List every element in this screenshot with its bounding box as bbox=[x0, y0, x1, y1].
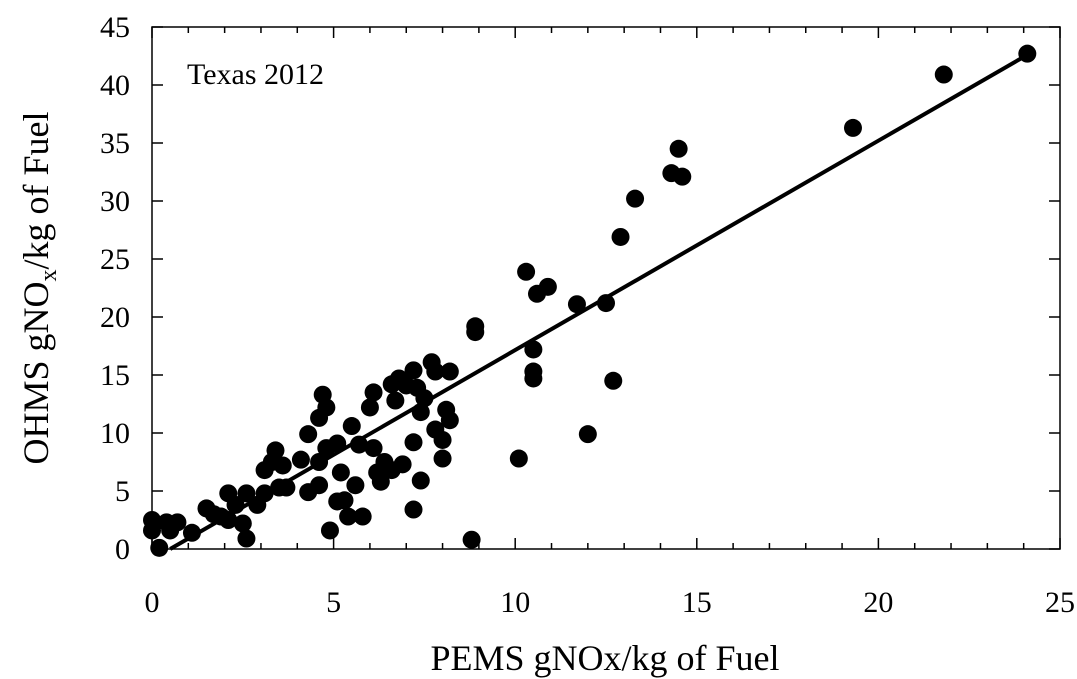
point bbox=[404, 361, 423, 380]
x-tick-label: 20 bbox=[863, 586, 893, 619]
point bbox=[168, 513, 187, 532]
plot-frame bbox=[151, 26, 1061, 550]
point bbox=[310, 476, 329, 495]
point bbox=[509, 449, 528, 468]
fit-line bbox=[169, 53, 1029, 551]
x-tick-label: 5 bbox=[326, 586, 341, 619]
point bbox=[462, 530, 481, 549]
y-axis-label: OHMS gNOx/kg of Fuel bbox=[16, 111, 62, 464]
point bbox=[360, 398, 379, 417]
point bbox=[669, 139, 688, 158]
y-tick-label: 10 bbox=[100, 417, 130, 450]
x-tick-label: 10 bbox=[500, 586, 530, 619]
point bbox=[219, 511, 238, 529]
x-tick-label: 15 bbox=[682, 586, 712, 619]
y-tick-label: 45 bbox=[100, 11, 130, 44]
point bbox=[150, 538, 169, 557]
point bbox=[273, 456, 292, 475]
point bbox=[237, 484, 256, 503]
point bbox=[364, 439, 383, 458]
point bbox=[393, 455, 412, 474]
point bbox=[673, 167, 692, 186]
x-tick-label: 0 bbox=[145, 586, 160, 619]
point bbox=[524, 340, 543, 359]
point bbox=[466, 317, 485, 336]
point bbox=[843, 118, 862, 137]
point bbox=[415, 389, 434, 408]
y-label-subscript: x bbox=[36, 269, 62, 281]
point bbox=[266, 441, 285, 460]
point bbox=[404, 500, 423, 519]
point bbox=[386, 391, 405, 410]
point bbox=[578, 425, 597, 444]
point bbox=[237, 529, 256, 548]
y-tick-label: 20 bbox=[100, 301, 130, 334]
y-tick-label: 0 bbox=[115, 533, 130, 566]
point bbox=[524, 362, 543, 381]
point bbox=[331, 463, 350, 482]
y-tick-label: 40 bbox=[100, 69, 130, 102]
y-label-part: /kg of Fuel bbox=[16, 111, 56, 269]
point bbox=[517, 262, 536, 281]
point bbox=[567, 295, 586, 314]
point bbox=[626, 189, 645, 208]
x-axis-label: PEMS gNOx/kg of Fuel bbox=[430, 638, 779, 678]
point bbox=[346, 476, 365, 495]
point bbox=[317, 398, 336, 417]
y-tick-label: 35 bbox=[100, 127, 130, 160]
point bbox=[426, 362, 445, 381]
point bbox=[433, 430, 452, 449]
y-tick-label: 15 bbox=[100, 359, 130, 392]
point bbox=[611, 227, 630, 246]
point bbox=[320, 521, 339, 540]
point bbox=[440, 411, 459, 430]
point bbox=[350, 435, 369, 454]
point bbox=[335, 491, 354, 510]
point bbox=[364, 383, 383, 402]
y-label-part: OHMS gNO bbox=[16, 281, 56, 464]
point bbox=[404, 433, 423, 452]
point bbox=[339, 507, 358, 526]
point bbox=[143, 521, 161, 540]
point bbox=[299, 425, 318, 444]
point bbox=[604, 371, 623, 390]
point bbox=[353, 507, 372, 526]
point bbox=[433, 449, 452, 468]
y-tick-label: 5 bbox=[115, 475, 130, 508]
point bbox=[934, 65, 953, 84]
point bbox=[538, 277, 557, 296]
y-tick-label: 30 bbox=[100, 185, 130, 218]
point bbox=[342, 417, 361, 436]
x-tick-label: 25 bbox=[1045, 586, 1075, 619]
point bbox=[291, 450, 310, 469]
point bbox=[371, 472, 390, 491]
annotation: Texas 2012 bbox=[187, 58, 324, 91]
point bbox=[411, 471, 430, 490]
y-tick-label: 25 bbox=[100, 243, 130, 276]
point bbox=[440, 362, 459, 381]
point bbox=[233, 514, 252, 533]
